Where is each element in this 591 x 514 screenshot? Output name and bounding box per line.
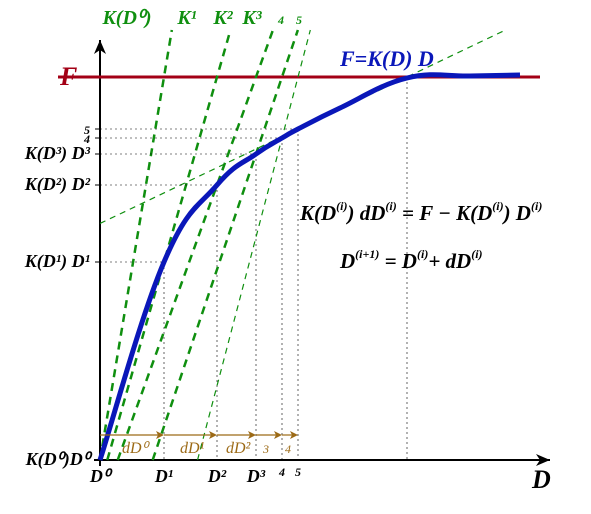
svg-text:3: 3 xyxy=(262,442,269,456)
diagram-svg: K(D⁰)D⁰K¹D¹K²D²K³D³4455K(D⁰)D⁰K(D¹) D¹K(… xyxy=(0,0,591,514)
svg-text:D⁰: D⁰ xyxy=(89,466,113,486)
svg-text:5: 5 xyxy=(84,123,90,137)
svg-text:K³: K³ xyxy=(241,7,262,29)
svg-text:K(D(i)) dD(i) = F − K(D(i)) D: K(D(i)) dD(i) = F − K(D(i)) D(i) xyxy=(299,199,542,225)
svg-text:4: 4 xyxy=(278,465,285,479)
svg-text:5: 5 xyxy=(296,13,302,27)
svg-text:dD⁰: dD⁰ xyxy=(122,440,151,457)
svg-text:K²: K² xyxy=(212,7,233,29)
svg-text:F=K(D) D: F=K(D) D xyxy=(339,46,434,71)
svg-text:5: 5 xyxy=(295,465,301,479)
svg-text:K(D⁰)D⁰: K(D⁰)D⁰ xyxy=(25,449,93,470)
svg-text:4: 4 xyxy=(277,13,284,27)
svg-text:K(D⁰): K(D⁰) xyxy=(101,7,151,29)
svg-text:K(D¹) D¹: K(D¹) D¹ xyxy=(24,251,90,272)
svg-text:F: F xyxy=(59,62,77,91)
svg-text:K(D²) D²: K(D²) D² xyxy=(24,174,91,195)
svg-text:D³: D³ xyxy=(246,466,266,486)
svg-text:D: D xyxy=(531,465,551,494)
svg-text:D(i+1) = D(i)+ dD(i): D(i+1) = D(i)+ dD(i) xyxy=(339,247,483,273)
svg-text:D¹: D¹ xyxy=(154,466,173,486)
svg-text:4: 4 xyxy=(285,442,291,456)
svg-text:D²: D² xyxy=(207,466,227,486)
svg-text:dD¹: dD¹ xyxy=(180,440,205,457)
svg-text:K(D³) D³: K(D³) D³ xyxy=(24,143,91,164)
svg-text:K¹: K¹ xyxy=(176,7,196,29)
svg-text:dD²: dD² xyxy=(226,440,252,457)
